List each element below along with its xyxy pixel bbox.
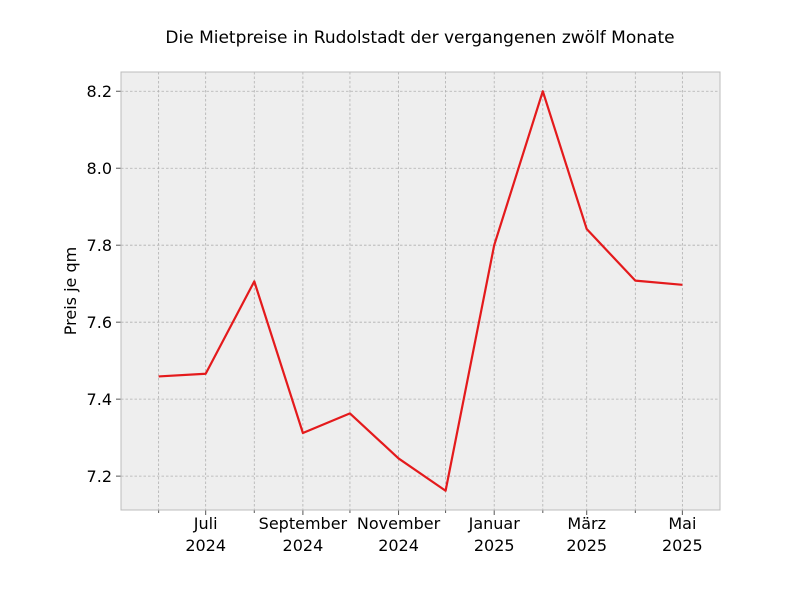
- x-tick-label-month: Mai: [668, 514, 696, 533]
- plot-frame: [120, 71, 721, 511]
- axis-ticks: [116, 90, 683, 515]
- y-tick-label: 7.8: [87, 236, 112, 255]
- chart-title: Die Mietpreise in Rudolstadt der vergang…: [165, 28, 674, 48]
- y-tick-label: 7.4: [87, 390, 112, 409]
- x-tick-label-month: Juli: [193, 514, 218, 533]
- series-line: [158, 90, 683, 492]
- plot-area: [121, 72, 720, 510]
- y-tick-labels: 7.2 7.4 7.6 7.8 8.0 8.2: [87, 82, 112, 486]
- x-tick-label-year: 2025: [662, 536, 703, 555]
- x-tick-label-month: November: [357, 514, 441, 533]
- x-tick-label-year: 2024: [378, 536, 419, 555]
- x-tick-label-year: 2025: [566, 536, 607, 555]
- x-tick-label-year: 2024: [283, 536, 324, 555]
- x-tick-label-month: März: [567, 514, 606, 533]
- gridlines: [121, 72, 720, 510]
- series-layer: [158, 90, 683, 492]
- y-axis-label: Preis je qm: [61, 247, 80, 335]
- x-tick-label-year: 2024: [185, 536, 226, 555]
- y-tick-label: 8.2: [87, 82, 112, 101]
- x-tick-label-year: 2025: [474, 536, 515, 555]
- y-tick-label: 7.6: [87, 313, 112, 332]
- x-tick-label-month: September: [259, 514, 348, 533]
- y-tick-label: 7.2: [87, 467, 112, 486]
- x-tick-label-month: Januar: [468, 514, 521, 533]
- y-tick-label: 8.0: [87, 159, 112, 178]
- x-tick-labels: Juli 2024 September 2024 November 2024 Januar 2…: [185, 514, 702, 555]
